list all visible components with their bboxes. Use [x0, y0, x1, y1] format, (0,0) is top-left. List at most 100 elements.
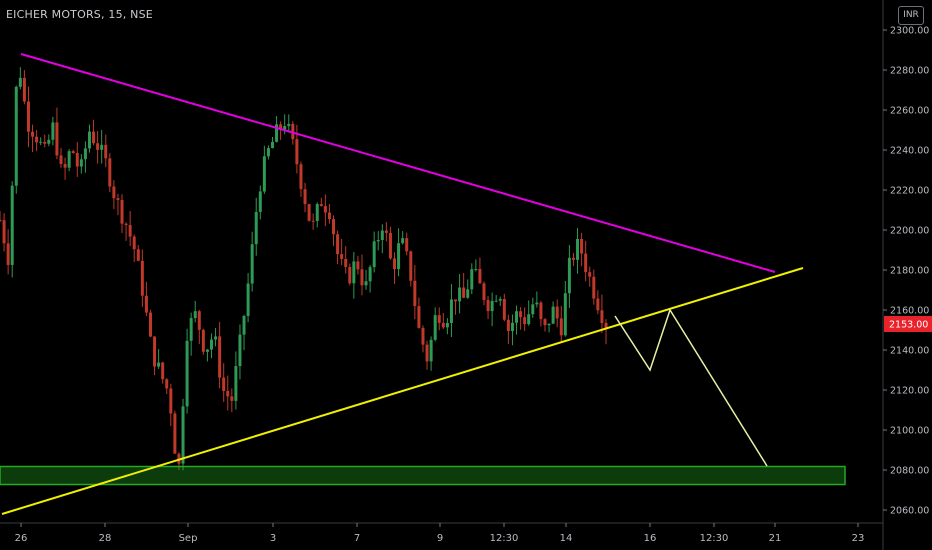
time-axis[interactable]: 26 28 Sep 3 7 9 12:30 14 16 12:30 21 23: [0, 522, 883, 544]
candle: [421, 325, 425, 353]
price-axis[interactable]: 2300.00 2280.00 2260.00 2240.00 2220.00 2200.…: [882, 0, 932, 550]
candle: [148, 309, 152, 338]
resistance-trendline[interactable]: [20, 53, 776, 273]
projection-path[interactable]: [614, 308, 768, 467]
candle: [59, 147, 63, 168]
time-tick-label: 12:30: [490, 533, 519, 544]
candle: [104, 134, 108, 168]
support-zone[interactable]: [0, 465, 846, 486]
candle: [433, 307, 437, 342]
candle: [197, 309, 201, 344]
candle: [368, 264, 372, 293]
candle: [299, 161, 303, 197]
candle: [315, 202, 319, 228]
price-tick-label: 2240.00: [890, 146, 929, 157]
candle: [555, 299, 559, 328]
candle: [539, 300, 543, 327]
candle: [153, 336, 157, 376]
candle: [39, 137, 43, 146]
candle: [234, 351, 238, 410]
candle: [600, 294, 604, 333]
candle: [6, 229, 10, 275]
candle: [380, 224, 384, 254]
candle: [120, 194, 124, 234]
candle: [502, 293, 506, 322]
candle: [515, 305, 519, 335]
candle: [266, 145, 270, 160]
symbol-title: EICHER MOTORS, 15, NSE: [6, 8, 153, 21]
candle: [527, 300, 531, 326]
candle: [92, 119, 96, 146]
candle: [22, 70, 26, 105]
candle: [2, 213, 6, 252]
candle: [332, 215, 336, 246]
candle: [498, 296, 502, 306]
candle: [132, 234, 136, 262]
candle: [535, 291, 539, 308]
candle: [405, 232, 409, 256]
candle: [214, 327, 218, 347]
time-tick-label: 14: [560, 533, 573, 544]
time-tick-label: 28: [99, 533, 112, 544]
time-tick-label: Sep: [179, 533, 198, 544]
candles-layer: [0, 67, 608, 471]
price-tick-label: 2140.00: [890, 346, 929, 357]
candle: [0, 211, 2, 223]
candle: [323, 194, 327, 227]
candle: [218, 322, 222, 389]
candle: [173, 410, 177, 454]
candle: [55, 107, 59, 160]
candle: [510, 314, 514, 346]
candle: [26, 86, 30, 148]
candle: [31, 124, 35, 152]
candle: [307, 203, 311, 222]
candle: [478, 257, 482, 284]
candle: [43, 134, 47, 148]
support-trendline[interactable]: [1, 267, 804, 515]
candle: [571, 252, 575, 267]
candle: [401, 231, 405, 245]
candle: [258, 185, 262, 220]
candle: [157, 349, 161, 369]
candle: [136, 245, 140, 262]
candle: [254, 197, 258, 256]
candle: [262, 145, 266, 194]
candle: [445, 318, 449, 335]
candle: [14, 85, 18, 194]
candle: [458, 273, 462, 314]
candle: [128, 211, 132, 246]
candle: [482, 281, 486, 306]
candle: [494, 295, 498, 303]
candle: [63, 157, 67, 180]
price-tick-label: 2160.00: [890, 306, 929, 317]
candle: [417, 297, 421, 329]
candle: [551, 301, 555, 325]
currency-button[interactable]: INR: [898, 6, 924, 25]
candle: [352, 252, 356, 299]
candle: [100, 129, 104, 164]
candle: [18, 67, 22, 90]
price-tick-label: 2260.00: [890, 106, 929, 117]
candle: [588, 266, 592, 287]
price-tick-label: 2100.00: [890, 426, 929, 437]
candle: [474, 259, 478, 272]
candle: [393, 252, 397, 284]
candle: [246, 273, 250, 323]
time-tick-label: 16: [644, 533, 657, 544]
price-tick-label: 2220.00: [890, 186, 929, 197]
candle: [437, 307, 441, 331]
candle: [169, 383, 173, 427]
candle: [230, 388, 234, 413]
candle: [287, 114, 291, 133]
candle: [336, 230, 340, 265]
candle: [189, 312, 193, 356]
candle: [348, 263, 352, 286]
candle: [397, 228, 401, 277]
candle: [275, 116, 279, 143]
candle: [185, 328, 189, 414]
candle: [116, 193, 120, 216]
candle: [580, 232, 584, 267]
candle: [441, 312, 445, 329]
